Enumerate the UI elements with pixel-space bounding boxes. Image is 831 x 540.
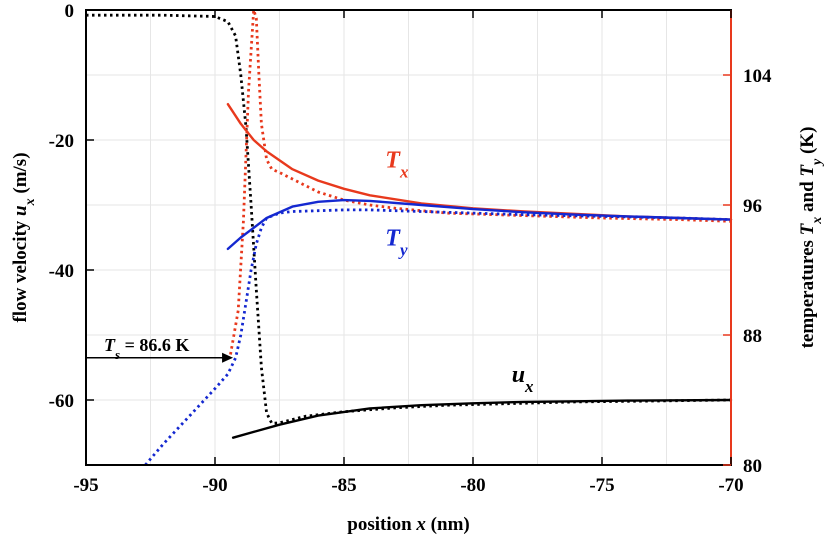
series-label-ux: ux — [512, 362, 534, 396]
x-axis-label: position x (nm) — [347, 514, 469, 535]
y-axis-right-label: temperatures Tx and Ty (K) — [797, 127, 825, 349]
ts-label: Ts = 86.6 K — [104, 335, 189, 362]
series-layer — [86, 8, 733, 466]
y-left-tick-label: -20 — [49, 131, 74, 152]
y-left-tick-label: -60 — [49, 391, 74, 412]
y-right-tick-label: 96 — [743, 196, 762, 217]
series-label-ty: Ty — [385, 226, 408, 260]
x-tick-label: -85 — [331, 475, 356, 496]
series-line-4 — [226, 198, 733, 251]
series-line-2 — [226, 102, 733, 221]
y-right-tick-label: 104 — [743, 66, 772, 87]
ticks: -95 -90 -85 -80 -75 -70 0 -20 -40 -60 80 88 96 104 — [49, 1, 772, 496]
x-tick-label: -75 — [589, 475, 614, 496]
series-line-0 — [231, 398, 733, 439]
y-left-tick-label: 0 — [65, 1, 75, 22]
series-label-tx: Tx — [385, 148, 409, 182]
x-tick-label: -70 — [718, 475, 743, 496]
series-line-5 — [144, 208, 732, 466]
x-tick-label: -95 — [73, 475, 98, 496]
grid — [86, 10, 731, 465]
series-line-3 — [229, 8, 732, 355]
x-tick-label: -80 — [460, 475, 485, 496]
y-left-tick-label: -40 — [49, 261, 74, 282]
ts-arrowhead — [222, 352, 234, 363]
y-right-tick-label: 80 — [743, 456, 762, 477]
y-axis-left-label: flow velocity ux (m/s) — [10, 152, 38, 322]
y-right-tick-label: 88 — [743, 326, 762, 347]
ts-annotation: Ts = 86.6 K — [86, 335, 234, 363]
x-tick-label: -90 — [202, 475, 227, 496]
